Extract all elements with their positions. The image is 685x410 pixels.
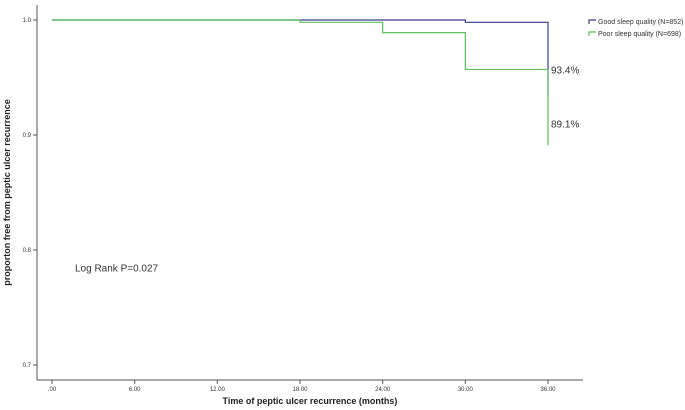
survival-annotation: 89.1% [551, 120, 579, 131]
legend: Good sleep quality (N=852) Poor sleep qua… [588, 19, 683, 38]
legend-swatch [588, 31, 596, 36]
y-ticks: 0.7 0.8 0.9 1.0 [23, 18, 37, 369]
y-tick-label: 0.7 [23, 363, 32, 369]
x-tick-label: 24.00 [375, 387, 391, 393]
y-axis-title: proporton free from peptic ulcer recurre… [2, 99, 12, 286]
series-line-2 [52, 19, 549, 146]
x-axis-title: Time of peptic ulcer recurrence (months) [223, 396, 398, 406]
logrank-annotation: Log Rank P=0.027 [75, 263, 159, 274]
x-tick-label: 12.00 [210, 387, 226, 393]
y-tick-label: 0.9 [23, 133, 32, 139]
legend-swatch [588, 19, 596, 24]
legend-label: Good sleep quality (N=852) [598, 19, 683, 26]
series-layer [52, 19, 549, 146]
x-ticks: .00 6.00 12.00 18.00 24.00 30.00 36.00 [48, 380, 556, 393]
x-tick-label: 6.00 [129, 387, 141, 393]
legend-label: Poor sleep quality (N=698) [598, 31, 681, 38]
y-tick-label: 1.0 [23, 18, 32, 24]
survival-annotation: 93.4% [551, 65, 579, 76]
x-tick-label: .00 [48, 387, 57, 393]
x-tick-label: 30.00 [458, 387, 474, 393]
y-tick-label: 0.8 [23, 248, 32, 254]
x-tick-label: 36.00 [540, 387, 556, 393]
annotations: 93.4% 89.1% Log Rank P=0.027 [75, 65, 579, 274]
series-line-1 [52, 19, 549, 96]
x-tick-label: 18.00 [292, 387, 308, 393]
